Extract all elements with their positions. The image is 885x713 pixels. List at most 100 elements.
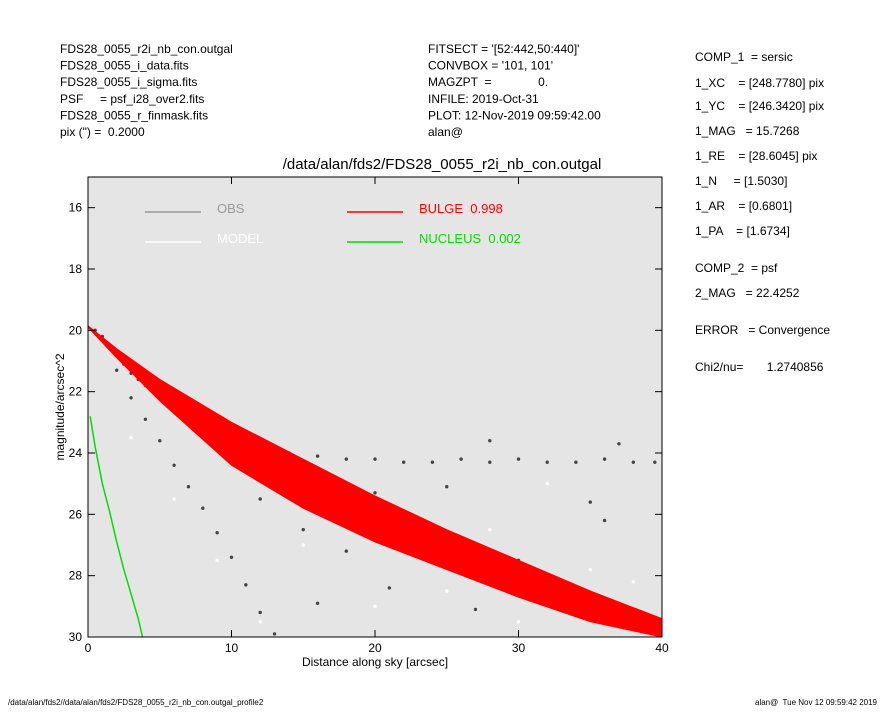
header-right-line: 2_MAG = 22.4252 <box>695 286 800 300</box>
data-point <box>373 491 377 495</box>
data-point <box>631 460 635 464</box>
data-point <box>430 460 435 464</box>
data-point <box>387 586 392 590</box>
y-tick-label: 22 <box>69 385 83 399</box>
data-point <box>143 417 148 421</box>
y-tick-label: 16 <box>69 201 83 215</box>
data-point <box>588 567 592 572</box>
y-tick-label: 20 <box>69 323 83 337</box>
data-point <box>115 368 119 372</box>
data-point <box>172 497 176 501</box>
header-right-line: 1_PA = [1.6734] <box>695 224 790 238</box>
header-middle-line: alan@ <box>428 125 463 139</box>
data-point <box>258 497 262 501</box>
data-point <box>488 527 492 532</box>
data-point <box>344 549 348 553</box>
data-point <box>258 619 262 624</box>
data-point <box>445 589 449 593</box>
data-point <box>373 457 377 461</box>
data-point <box>617 442 621 446</box>
x-tick-label: 20 <box>368 641 382 655</box>
header-left-line: pix (") = 0.2000 <box>60 125 145 139</box>
y-tick-label: 28 <box>69 569 83 583</box>
y-tick-label: 30 <box>69 630 83 644</box>
footer-left: /data/alan/fds2//data/alan/fds2/FDS28_00… <box>8 698 264 707</box>
data-point <box>215 558 219 563</box>
data-point <box>315 601 320 605</box>
data-point <box>473 607 478 612</box>
x-tick-label: 0 <box>85 641 92 655</box>
data-point <box>258 610 262 615</box>
y-tick-label: 18 <box>69 262 83 276</box>
header-middle-line: FITSECT = '[52:442,50:440]' <box>428 42 579 56</box>
bulge-area <box>88 325 662 637</box>
data-point <box>158 439 162 443</box>
header-middle-line: MAGZPT = 0. <box>428 75 548 89</box>
legend-label: BULGE 0.998 <box>419 201 503 216</box>
header-middle-line: PLOT: 12-Nov-2019 09:59:42.00 <box>428 108 601 122</box>
header-right-line: 1_N = [1.5030] <box>695 174 787 188</box>
nucleus-line <box>89 416 144 637</box>
data-point <box>602 457 607 461</box>
footer-right: alan@ Tue Nov 12 09:59:42 2019 <box>755 698 878 707</box>
header-right-line: 1_XC = [248.7780] pix <box>695 76 824 90</box>
data-point <box>344 457 348 461</box>
data-point <box>172 463 176 467</box>
data-point <box>315 454 320 458</box>
data-point <box>516 457 521 461</box>
chart-title: /data/alan/fds2/FDS28_0055_r2i_nb_con.ou… <box>283 156 602 173</box>
header-right-line: 1_MAG = 15.7268 <box>695 124 800 138</box>
header-right-line: Chi2/nu= 1.2740856 <box>695 360 824 374</box>
legend-label: OBS <box>217 201 245 216</box>
header-left-line: FDS28_0055_i_sigma.fits <box>60 75 197 89</box>
data-point <box>653 460 657 464</box>
data-point <box>574 460 578 464</box>
data-point <box>602 518 607 523</box>
plot-data <box>88 325 662 637</box>
data-point <box>402 460 406 464</box>
data-point <box>516 619 521 624</box>
data-point <box>459 457 463 461</box>
data-point <box>445 485 449 489</box>
y-tick-label: 26 <box>69 507 83 521</box>
data-point <box>373 604 377 609</box>
data-point <box>301 527 305 532</box>
header-right-line: 1_AR = [0.6801] <box>695 199 792 213</box>
header-middle-line: INFILE: 2019-Oct-31 <box>428 92 539 106</box>
x-axis-label: Distance along sky [arcsec] <box>302 655 448 669</box>
x-tick-label: 10 <box>225 641 239 655</box>
header-left-line: FDS28_0055_r2i_nb_con.outgal <box>60 42 233 56</box>
y-axis-label: magnitude/arcsec^2 <box>53 353 67 460</box>
x-tick-label: 30 <box>512 641 526 655</box>
y-tick-label: 24 <box>69 446 83 460</box>
data-point <box>545 460 549 464</box>
data-point <box>215 531 219 535</box>
x-tick-label: 40 <box>655 641 669 655</box>
legend-label: NUCLEUS 0.002 <box>419 231 521 246</box>
data-point <box>545 481 549 486</box>
header-right-line: COMP_1 = sersic <box>695 50 793 64</box>
header-right-line: 1_YC = [246.3420] pix <box>695 99 824 113</box>
data-point <box>631 580 635 584</box>
data-point <box>229 555 234 559</box>
data-point <box>588 500 592 504</box>
data-point <box>186 485 191 489</box>
header-right-line: COMP_2 = psf <box>695 261 778 275</box>
header-right-line: 1_RE = [28.6045] pix <box>695 149 817 163</box>
data-point <box>129 396 133 400</box>
header-right-line: ERROR = Convergence <box>695 323 830 337</box>
data-point <box>488 460 492 464</box>
header-left-line: FDS28_0055_r_finmask.fits <box>60 108 208 122</box>
header-left-line: PSF = psf_i28_over2.fits <box>60 92 204 106</box>
data-point <box>272 632 277 636</box>
data-point <box>301 543 305 547</box>
data-point <box>244 583 248 587</box>
legend-label: MODEL <box>217 231 263 246</box>
header-left-line: FDS28_0055_i_data.fits <box>60 59 189 73</box>
header-middle-line: CONVBOX = '101, 101' <box>428 59 553 73</box>
data-point <box>488 439 492 443</box>
data-point <box>129 435 133 440</box>
data-point <box>201 506 205 510</box>
